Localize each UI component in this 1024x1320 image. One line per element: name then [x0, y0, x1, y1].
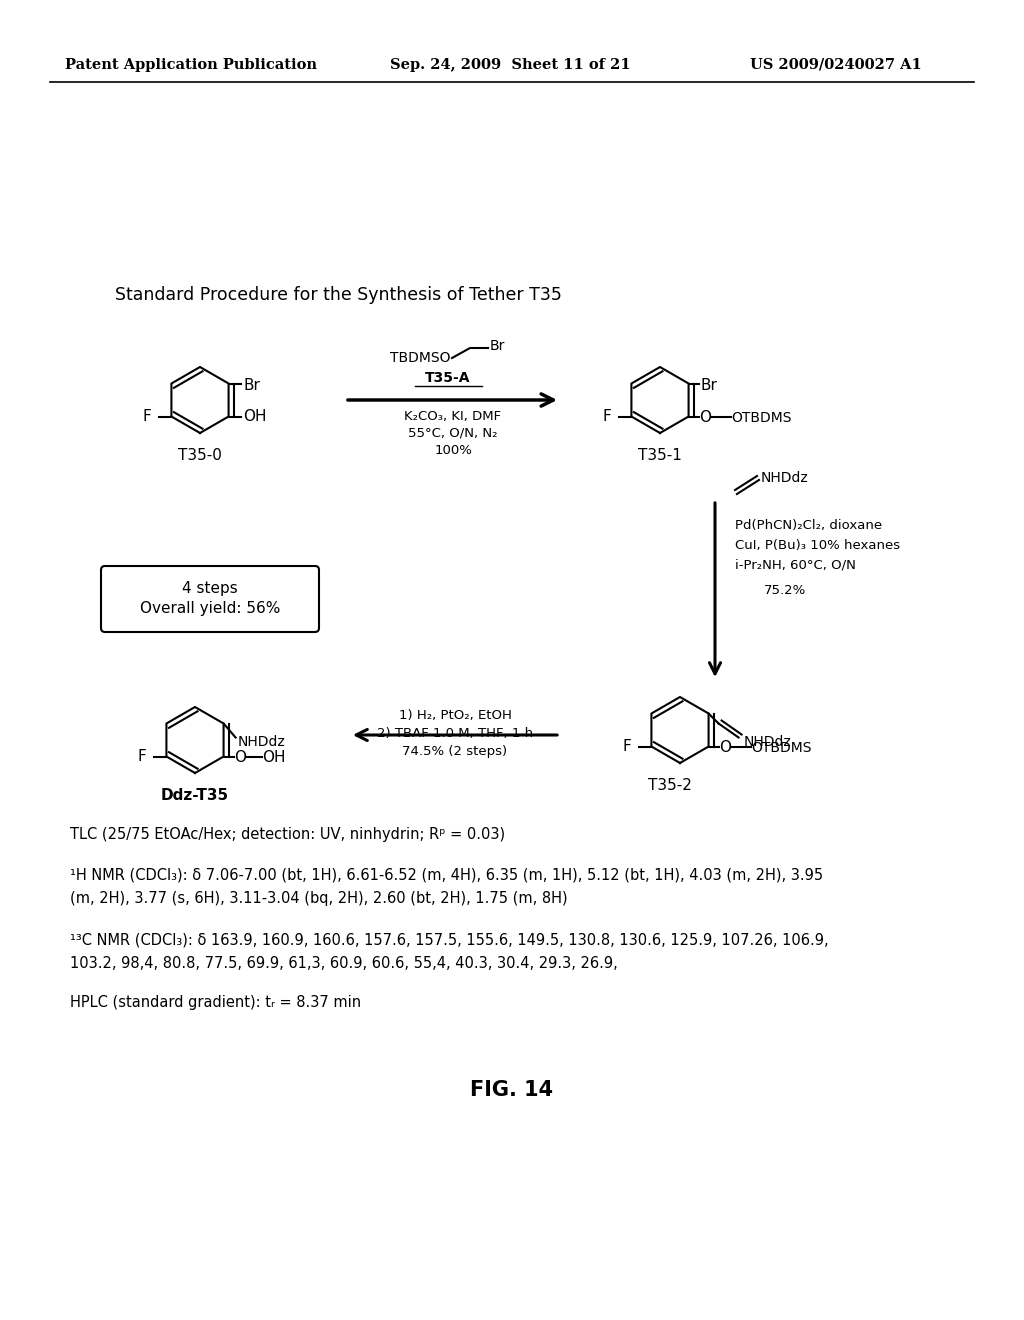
Text: OH: OH [244, 409, 267, 424]
Text: Br: Br [244, 378, 260, 393]
Text: O: O [720, 741, 731, 755]
Text: F: F [142, 409, 152, 424]
Text: 74.5% (2 steps): 74.5% (2 steps) [402, 746, 508, 759]
Text: Overall yield: 56%: Overall yield: 56% [140, 601, 281, 615]
Text: F: F [137, 748, 146, 764]
Text: NHDdz: NHDdz [743, 734, 792, 748]
Text: T35-0: T35-0 [178, 447, 222, 462]
Text: 2) TBAF 1.0 M, THF, 1 h: 2) TBAF 1.0 M, THF, 1 h [377, 726, 534, 739]
Text: FIG. 14: FIG. 14 [470, 1080, 554, 1100]
Text: NHDdz: NHDdz [761, 471, 809, 484]
Text: HPLC (standard gradient): tᵣ = 8.37 min: HPLC (standard gradient): tᵣ = 8.37 min [70, 995, 361, 1011]
Text: Ddz-T35: Ddz-T35 [161, 788, 229, 803]
Text: F: F [603, 409, 611, 424]
Text: T35-A: T35-A [425, 371, 471, 385]
Text: T35-2: T35-2 [648, 777, 692, 792]
Text: US 2009/0240027 A1: US 2009/0240027 A1 [750, 58, 922, 73]
Text: Br: Br [700, 378, 718, 393]
Text: i-Pr₂NH, 60°C, O/N: i-Pr₂NH, 60°C, O/N [735, 558, 856, 572]
Text: CuI, P(Bu)₃ 10% hexanes: CuI, P(Bu)₃ 10% hexanes [735, 539, 900, 552]
Text: ¹³C NMR (CDCl₃): δ 163.9, 160.9, 160.6, 157.6, 157.5, 155.6, 149.5, 130.8, 130.6: ¹³C NMR (CDCl₃): δ 163.9, 160.9, 160.6, … [70, 932, 828, 948]
Text: 100%: 100% [434, 444, 472, 457]
Text: F: F [623, 739, 632, 754]
Text: 1) H₂, PtO₂, EtOH: 1) H₂, PtO₂, EtOH [398, 709, 511, 722]
FancyBboxPatch shape [101, 566, 319, 632]
Text: Standard Procedure for the Synthesis of Tether T35: Standard Procedure for the Synthesis of … [115, 286, 562, 304]
Text: 103.2, 98,4, 80.8, 77.5, 69.9, 61,3, 60.9, 60.6, 55,4, 40.3, 30.4, 29.3, 26.9,: 103.2, 98,4, 80.8, 77.5, 69.9, 61,3, 60.… [70, 956, 617, 970]
Text: 55°C, O/N, N₂: 55°C, O/N, N₂ [409, 426, 498, 440]
Text: O: O [234, 750, 247, 766]
Text: OTBDMS: OTBDMS [731, 411, 793, 425]
Text: K₂CO₃, KI, DMF: K₂CO₃, KI, DMF [404, 411, 502, 422]
Text: O: O [699, 411, 712, 425]
Text: TBDMSO: TBDMSO [390, 351, 451, 366]
Text: ¹H NMR (CDCl₃): δ 7.06-7.00 (bt, 1H), 6.61-6.52 (m, 4H), 6.35 (m, 1H), 5.12 (bt,: ¹H NMR (CDCl₃): δ 7.06-7.00 (bt, 1H), 6.… [70, 867, 823, 883]
Text: 75.2%: 75.2% [764, 583, 806, 597]
Text: Br: Br [490, 339, 506, 352]
Text: TLC (25/75 EtOAc/Hex; detection: UV, ninhydrin; Rᵖ = 0.03): TLC (25/75 EtOAc/Hex; detection: UV, nin… [70, 828, 505, 842]
Text: OTBDMS: OTBDMS [752, 741, 812, 755]
Text: 4 steps: 4 steps [182, 581, 238, 595]
Text: Pd(PhCN)₂Cl₂, dioxane: Pd(PhCN)₂Cl₂, dioxane [735, 519, 882, 532]
Text: Patent Application Publication: Patent Application Publication [65, 58, 317, 73]
Text: T35-1: T35-1 [638, 447, 682, 462]
Text: Sep. 24, 2009  Sheet 11 of 21: Sep. 24, 2009 Sheet 11 of 21 [390, 58, 631, 73]
Text: OH: OH [262, 750, 286, 766]
Text: NHDdz: NHDdz [238, 734, 286, 748]
Text: (m, 2H), 3.77 (s, 6H), 3.11-3.04 (bq, 2H), 2.60 (bt, 2H), 1.75 (m, 8H): (m, 2H), 3.77 (s, 6H), 3.11-3.04 (bq, 2H… [70, 891, 567, 906]
